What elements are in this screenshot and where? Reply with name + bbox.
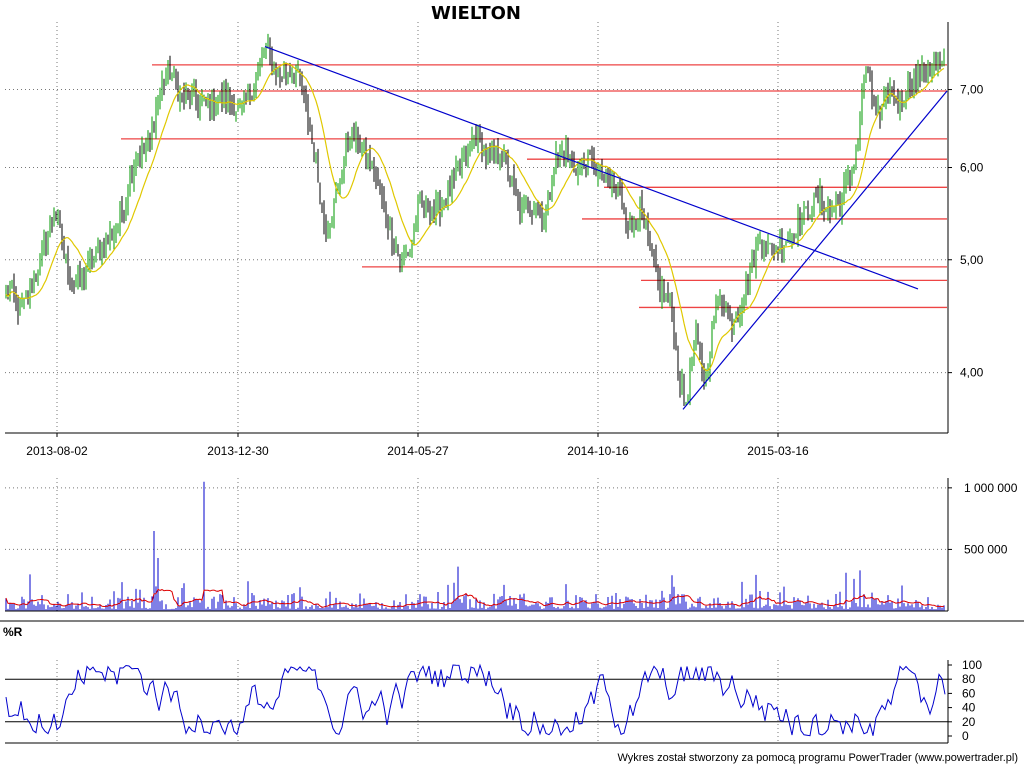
x-tick-label: 2015-03-16 bbox=[747, 444, 809, 458]
y-tick-label: 500 000 bbox=[964, 542, 1008, 556]
trend-line bbox=[682, 90, 948, 410]
y-tick-label: 100 bbox=[962, 658, 982, 672]
x-tick-label: 2014-10-16 bbox=[567, 444, 629, 458]
y-tick-label: 60 bbox=[962, 686, 976, 700]
indicator-title: %R bbox=[3, 625, 23, 639]
volume-average-line bbox=[5, 588, 945, 608]
y-tick-label: 5,00 bbox=[960, 253, 984, 267]
williams-r-path bbox=[5, 663, 946, 737]
footer-credit: Wykres został stworzony za pomocą progra… bbox=[617, 752, 1018, 764]
volume-y-ticks: 500 000 1 000 000 bbox=[948, 481, 1018, 556]
indicator-grid bbox=[5, 660, 948, 743]
y-tick-label: 0 bbox=[962, 729, 969, 743]
moving-average-line bbox=[5, 62, 945, 372]
y-tick-label: 20 bbox=[962, 715, 976, 729]
y-tick-label: 1 000 000 bbox=[964, 481, 1018, 495]
y-tick-label: 40 bbox=[962, 701, 976, 715]
x-tick-label: 2013-12-30 bbox=[207, 444, 269, 458]
trend-lines bbox=[264, 46, 948, 410]
y-tick-label: 4,00 bbox=[960, 366, 984, 380]
price-candles bbox=[5, 33, 945, 407]
y-tick-label: 6,00 bbox=[960, 161, 984, 175]
moving-average-path bbox=[5, 62, 945, 372]
volume-bars bbox=[5, 481, 945, 611]
y-tick-label: 7,00 bbox=[960, 83, 984, 97]
williams-r-line bbox=[5, 663, 946, 737]
price-y-ticks: 4,00 5,00 6,00 7,00 bbox=[56, 83, 984, 437]
chart-title: WIELTON bbox=[431, 3, 521, 24]
price-x-ticks: 2013-08-02 2013-12-30 2014-05-27 2014-10… bbox=[26, 444, 809, 458]
x-tick-label: 2014-05-27 bbox=[387, 444, 449, 458]
volume-average-path bbox=[5, 588, 945, 608]
trend-line bbox=[264, 46, 919, 290]
y-tick-label: 80 bbox=[962, 672, 976, 686]
x-tick-label: 2013-08-02 bbox=[26, 444, 88, 458]
resistance-lines bbox=[121, 64, 947, 309]
